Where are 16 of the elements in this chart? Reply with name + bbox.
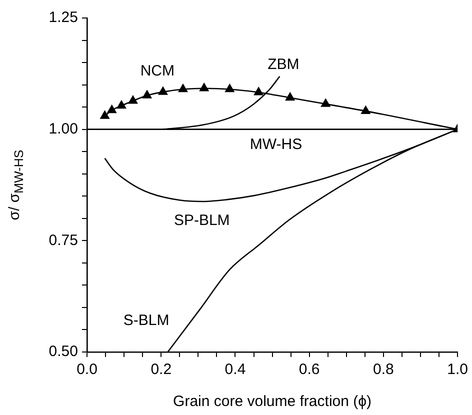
y-tick-label: 0.75 xyxy=(48,232,78,249)
x-tick-label: 0.8 xyxy=(373,361,394,378)
y-tick-label: 1.00 xyxy=(48,120,78,138)
x-tick-label: 1.0 xyxy=(447,361,468,378)
x-tick-label: 0.0 xyxy=(76,361,98,378)
x-axis-title: Grain core volume fraction (ϕ) xyxy=(173,393,372,410)
x-tick-label: 0.2 xyxy=(150,361,172,378)
series-label: MW-HS xyxy=(250,136,302,154)
x-tick-label: 0.6 xyxy=(298,361,320,378)
x-tick-label: 0.4 xyxy=(224,361,246,378)
y-tick-label: 0.50 xyxy=(48,343,78,360)
y-tick-label: 1.25 xyxy=(48,9,78,26)
series-label: ZBM xyxy=(268,56,300,73)
series-label: SP-BLM xyxy=(174,212,230,229)
series-label: S-BLM xyxy=(123,312,170,330)
series-label: NCM xyxy=(140,62,174,80)
